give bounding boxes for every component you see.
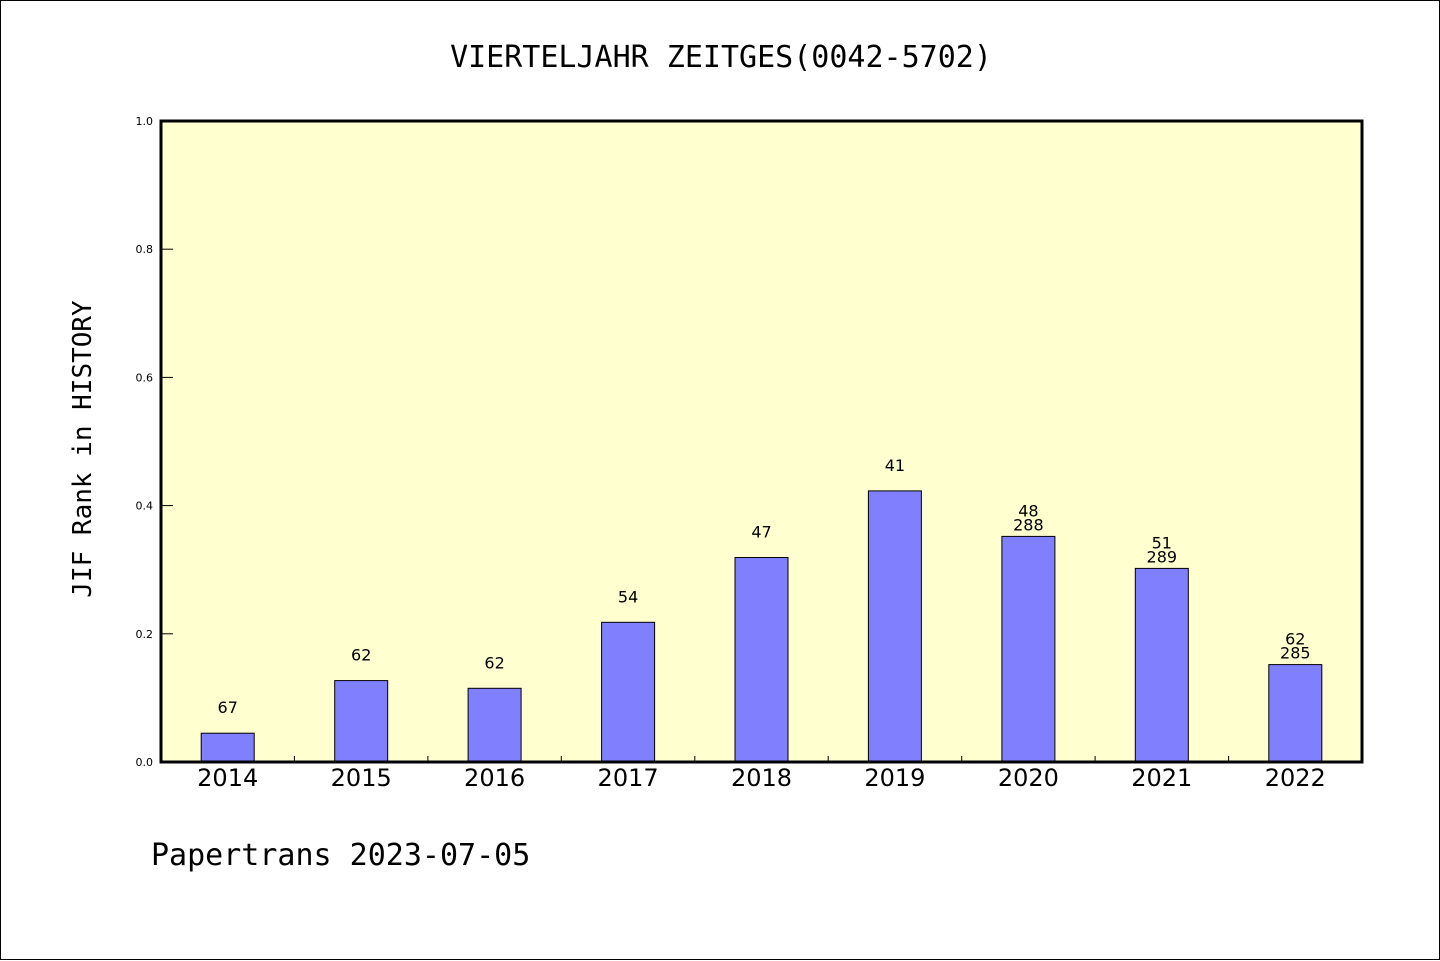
bar-2022	[1268, 664, 1323, 763]
x-tick-label: 2014	[197, 764, 258, 792]
x-tick-label: 2021	[1131, 764, 1192, 792]
bar-value-label: 62	[351, 646, 371, 665]
bar-value-label: 54	[618, 587, 638, 606]
y-tick-label: 0.0	[136, 756, 154, 769]
bar-value-label: 285	[1280, 644, 1311, 663]
y-tick-label: 0.6	[136, 371, 154, 384]
chart-title: VIERTELJAHR ZEITGES(0042-5702)	[450, 40, 992, 75]
x-tick-label: 2018	[731, 764, 792, 792]
plot-border	[159, 119, 1364, 764]
x-tick-label: 2022	[1265, 764, 1326, 792]
y-tick-label: 0.4	[136, 500, 154, 513]
bar-value-label: 288	[1013, 515, 1044, 534]
x-tick-label: 2020	[998, 764, 1059, 792]
bar-2017	[601, 621, 656, 763]
bar-2019	[867, 490, 922, 763]
footer-credit: Papertrans 2023-07-05	[151, 838, 530, 873]
x-tick-label: 2015	[331, 764, 392, 792]
bar-2021	[1134, 567, 1189, 763]
y-tick-label: 0.8	[136, 243, 154, 256]
bar-value-label: 62	[484, 653, 504, 672]
x-tick-label: 2017	[598, 764, 659, 792]
y-tick-label: 0.2	[136, 628, 154, 641]
y-tick-label: 1.0	[136, 115, 154, 128]
bar-2018	[734, 557, 789, 763]
y-axis-label: JIF Rank in HISTORY	[68, 300, 98, 598]
bar-value-label: 51	[1152, 533, 1172, 552]
bar-value-label: 62	[1285, 630, 1305, 649]
bar-value-label: 289	[1147, 547, 1178, 566]
bar-2014	[200, 732, 255, 763]
bar-value-label: 47	[751, 523, 771, 542]
bar-value-label: 67	[218, 698, 238, 717]
bar-value-label: 41	[885, 456, 905, 475]
bar-value-label: 48	[1018, 501, 1038, 520]
x-axis-ticks: 2014 2015 2016 2017 2018 2019 2020 2021 2022	[197, 756, 1326, 792]
bar-2015	[334, 680, 389, 763]
y-axis-ticks: 0.0 0.2 0.4 0.6 0.8 1.0	[136, 115, 173, 769]
x-tick-label: 2019	[864, 764, 925, 792]
x-tick-label: 2016	[464, 764, 525, 792]
bar-2016	[467, 687, 522, 763]
bar-2020	[1001, 535, 1056, 763]
